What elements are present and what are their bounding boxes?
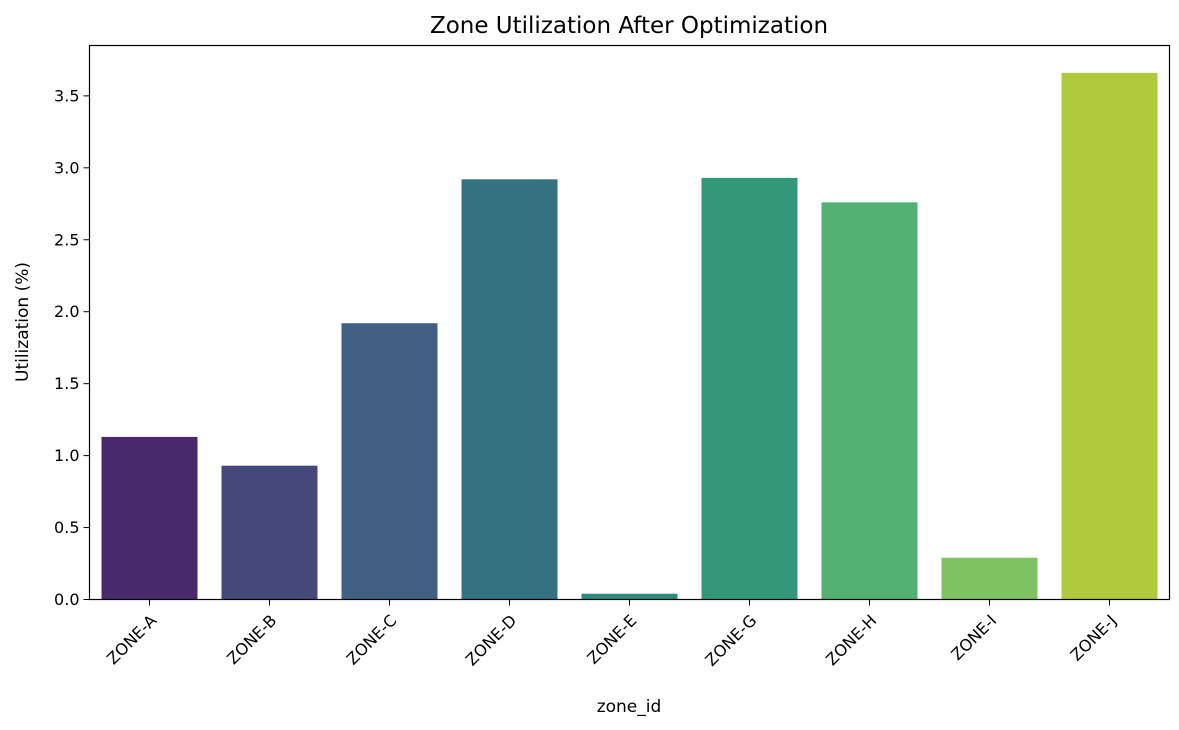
x-axis-ticks: ZONE-A ZONE-B ZONE-C ZONE-D ZONE-E ZONE-G ZONE…: [103, 599, 1121, 670]
bar-zone-c: [341, 323, 438, 600]
x-tick-label: ZONE-B: [223, 611, 280, 668]
y-tick-label: 3.5: [54, 86, 79, 105]
bar-zone-h: [821, 202, 918, 600]
x-tick-label: ZONE-H: [822, 611, 880, 669]
bar-zone-d: [461, 179, 558, 600]
x-tick-label: ZONE-J: [1067, 611, 1121, 665]
bars-group: [101, 72, 1158, 600]
chart-title: Zone Utilization After Optimization: [430, 13, 828, 39]
y-tick-label: 2.5: [54, 230, 79, 249]
bar-zone-j: [1061, 72, 1158, 600]
bar-zone-b: [221, 465, 318, 600]
y-tick-label: 3.0: [54, 158, 79, 177]
x-tick-label: ZONE-E: [583, 611, 640, 668]
y-tick-label: 1.5: [54, 374, 79, 393]
y-tick-label: 0.0: [54, 590, 79, 609]
x-axis-label: zone_id: [597, 697, 662, 717]
bar-zone-i: [941, 557, 1038, 600]
y-axis-ticks: 0.0 0.5 1.0 1.5 2.0 2.5 3.0 3.5: [54, 86, 90, 609]
bar-zone-a: [101, 436, 198, 600]
x-tick-label: ZONE-A: [103, 611, 160, 668]
plot-area-frame: [88, 44, 1171, 601]
x-tick-label: ZONE-C: [343, 611, 401, 669]
bar-zone-e: [581, 593, 678, 600]
y-tick-label: 1.0: [54, 446, 79, 465]
y-axis-label: Utilization (%): [13, 262, 33, 382]
x-tick-label: ZONE-G: [701, 611, 760, 670]
x-tick-label: ZONE-D: [462, 611, 521, 670]
x-tick-label: ZONE-I: [947, 611, 1000, 664]
y-tick-label: 0.5: [54, 518, 79, 537]
y-tick-label: 2.0: [54, 302, 79, 321]
bar-zone-g: [701, 177, 798, 600]
